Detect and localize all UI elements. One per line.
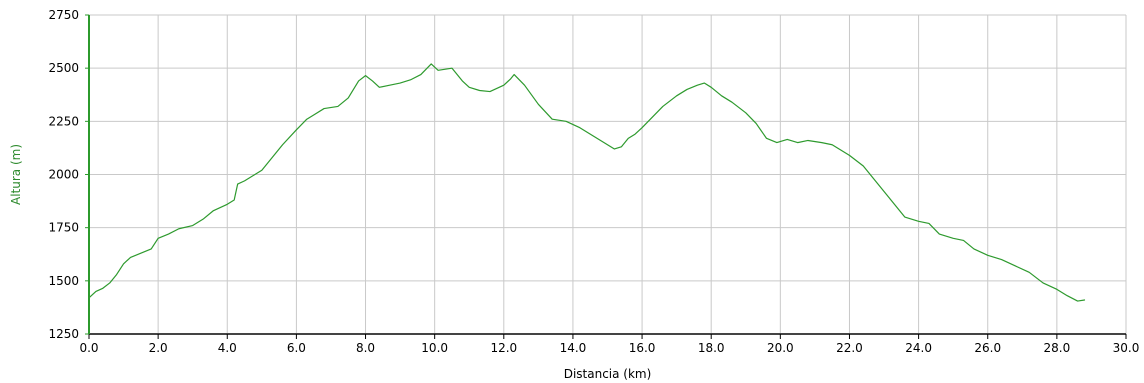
y-tick-label: 1750 <box>48 221 79 235</box>
x-tick-label: 14.0 <box>560 341 587 355</box>
x-tick-label: 6.0 <box>287 341 306 355</box>
x-tick-label: 10.0 <box>421 341 448 355</box>
x-tick-label: 26.0 <box>974 341 1001 355</box>
x-tick-label: 28.0 <box>1044 341 1071 355</box>
grid-layer <box>89 14 1127 334</box>
x-tick-label: 16.0 <box>629 341 656 355</box>
y-tick-label: 2000 <box>48 168 79 182</box>
y-tick-label: 2500 <box>48 61 79 75</box>
y-tick-label: 2250 <box>48 114 79 128</box>
tick-layer: 0.0 2.0 4.0 6.0 8.0 10.0 12.0 14.0 16.0 18.0 20.0 2… <box>48 8 1139 355</box>
x-tick-label: 4.0 <box>218 341 237 355</box>
x-tick-label: 12.0 <box>490 341 517 355</box>
y-tick-label: 1250 <box>48 327 79 341</box>
elevation-line <box>88 63 1086 302</box>
y-tick-label: 1500 <box>48 274 79 288</box>
x-tick-label: 24.0 <box>905 341 932 355</box>
series-layer <box>88 63 1086 302</box>
x-tick-label: 0.0 <box>79 341 98 355</box>
x-tick-label: 2.0 <box>149 341 168 355</box>
y-axis-title: Altura (m) <box>9 144 23 205</box>
y-tick-label: 2750 <box>48 8 79 22</box>
x-tick-label: 8.0 <box>356 341 375 355</box>
x-tick-label: 30.0 <box>1113 341 1140 355</box>
x-tick-label: 20.0 <box>767 341 794 355</box>
x-tick-label: 18.0 <box>698 341 725 355</box>
x-axis-title: Distancia (km) <box>564 367 652 381</box>
x-tick-label: 22.0 <box>836 341 863 355</box>
